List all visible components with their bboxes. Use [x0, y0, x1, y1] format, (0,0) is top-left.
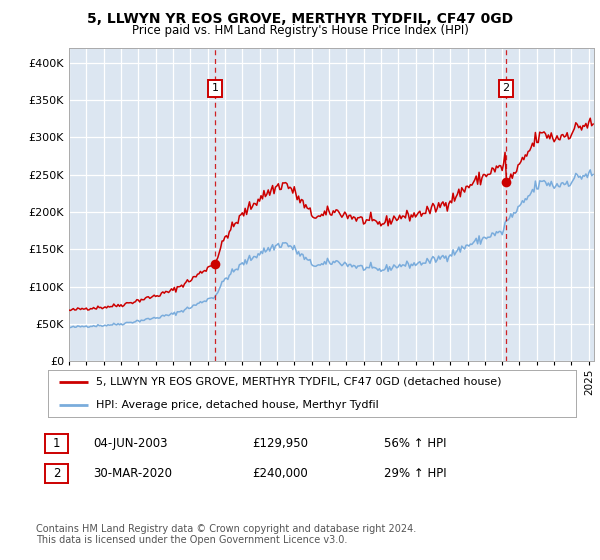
Text: 1: 1	[212, 83, 218, 94]
Text: Price paid vs. HM Land Registry's House Price Index (HPI): Price paid vs. HM Land Registry's House …	[131, 24, 469, 36]
Text: 30-MAR-2020: 30-MAR-2020	[93, 466, 172, 480]
Text: £240,000: £240,000	[252, 466, 308, 480]
Text: 2: 2	[502, 83, 509, 94]
Text: 04-JUN-2003: 04-JUN-2003	[93, 437, 167, 450]
Text: 2: 2	[53, 466, 60, 480]
Text: Contains HM Land Registry data © Crown copyright and database right 2024.
This d: Contains HM Land Registry data © Crown c…	[36, 524, 416, 545]
Text: 5, LLWYN YR EOS GROVE, MERTHYR TYDFIL, CF47 0GD: 5, LLWYN YR EOS GROVE, MERTHYR TYDFIL, C…	[87, 12, 513, 26]
Text: HPI: Average price, detached house, Merthyr Tydfil: HPI: Average price, detached house, Mert…	[95, 400, 378, 410]
Text: 29% ↑ HPI: 29% ↑ HPI	[384, 466, 446, 480]
Text: 56% ↑ HPI: 56% ↑ HPI	[384, 437, 446, 450]
Text: 1: 1	[53, 437, 60, 450]
Text: 5, LLWYN YR EOS GROVE, MERTHYR TYDFIL, CF47 0GD (detached house): 5, LLWYN YR EOS GROVE, MERTHYR TYDFIL, C…	[95, 376, 501, 386]
Text: £129,950: £129,950	[252, 437, 308, 450]
